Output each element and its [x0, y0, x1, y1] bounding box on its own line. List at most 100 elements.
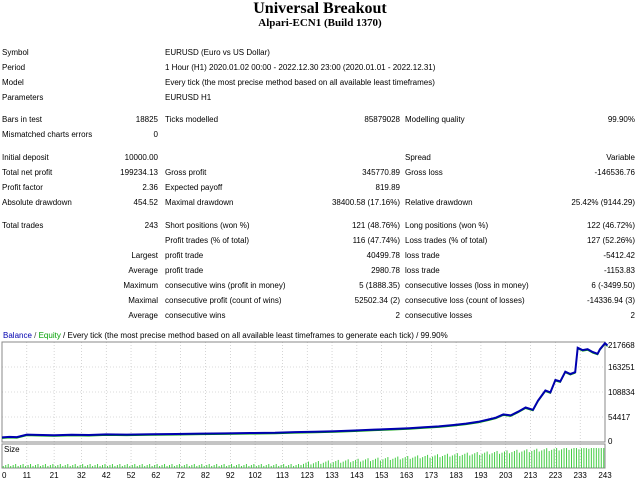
profit-trades-row: Profit trades (% of total) 116 (47.74%) … — [0, 235, 640, 247]
report-subtitle: Alpari-ECN1 (Build 1370) — [258, 17, 382, 29]
loss-trades-value: 127 (52.26%) — [586, 236, 635, 245]
average-loss-label: loss trade — [405, 266, 440, 275]
model-value: Every tick (the most precise method base… — [165, 78, 435, 87]
payoff-label: Expected payoff — [165, 183, 223, 192]
absdd-label: Absolute drawdown — [2, 198, 72, 207]
x-tick-label-18: 183 — [449, 471, 463, 480]
long-value: 122 (46.72%) — [586, 221, 635, 230]
profit-trades-label: Profit trades (% of total) — [165, 236, 250, 245]
chart-grid — [1, 341, 606, 468]
avg-consecutive-label: Average — [128, 311, 158, 320]
maximal-loss-label: consecutive loss (count of losses) — [405, 296, 525, 305]
ticks-value: 85879028 — [364, 115, 400, 124]
largest-profit-label: profit trade — [165, 251, 204, 260]
period-label: Period — [2, 63, 26, 72]
size-label: Size — [4, 445, 20, 454]
grossloss-value: -146536.76 — [594, 168, 635, 177]
average-label: Average — [128, 266, 158, 275]
loss-trades-label: Loss trades (% of total) — [405, 236, 488, 245]
drawdown-row: Absolute drawdown 454.52 Maximal drawdow… — [0, 197, 640, 209]
x-tick-label-22: 223 — [549, 471, 563, 480]
maximal-label: Maximal — [128, 296, 158, 305]
period-row: Period 1 Hour (H1) 2020.01.02 00:00 - 20… — [0, 62, 640, 74]
x-tick-label-23: 233 — [574, 471, 588, 480]
largest-profit-value: 40499.78 — [366, 251, 400, 260]
parameters-value: EURUSD H1 — [165, 93, 212, 102]
size-bars — [2, 448, 605, 468]
spread-label: Spread — [405, 153, 431, 162]
symbol-row: Symbol EURUSD (Euro vs US Dollar) — [0, 47, 640, 59]
quality-value: 99.90% — [607, 115, 635, 124]
x-tick-label-3: 32 — [77, 471, 86, 480]
symbol-value: EURUSD (Euro vs US Dollar) — [165, 48, 270, 57]
bars-value: 18825 — [135, 115, 158, 124]
x-tick-label-1: 11 — [23, 471, 32, 480]
avg-consecutive-row: Average consecutive wins 2 consecutive l… — [0, 310, 640, 322]
y-tick-label-0: 217668 — [608, 341, 635, 350]
max-wins-label: consecutive wins (profit in money) — [165, 281, 286, 290]
legend-sep2: / — [61, 331, 68, 340]
maximum-label: Maximum — [123, 281, 158, 290]
bars-row: Bars in test 18825 Ticks modelled 858790… — [0, 114, 640, 126]
deposit-label: Initial deposit — [2, 153, 49, 162]
max-losses-label: consecutive losses (loss in money) — [405, 281, 529, 290]
short-value: 121 (48.76%) — [351, 221, 400, 230]
y-tick-label-2: 108834 — [608, 388, 635, 397]
balance-line — [1, 341, 609, 439]
bars-label: Bars in test — [2, 115, 43, 124]
x-tick-label-15: 153 — [375, 471, 389, 480]
x-tick-label-16: 163 — [400, 471, 414, 480]
short-label: Short positions (won %) — [165, 221, 250, 230]
x-tick-label-8: 82 — [201, 471, 210, 480]
total-trades-label: Total trades — [2, 221, 44, 230]
maxdd-value: 38400.58 (17.16%) — [331, 198, 400, 207]
grossprofit-value: 345770.89 — [362, 168, 400, 177]
x-tick-label-17: 173 — [425, 471, 439, 480]
parameters-row: Parameters EURUSD H1 — [0, 92, 640, 104]
netprofit-label: Total net profit — [2, 168, 53, 177]
x-tick-label-5: 52 — [127, 471, 136, 480]
x-tick-label-13: 133 — [325, 471, 339, 480]
period-value: 1 Hour (H1) 2020.01.02 00:00 - 2022.12.3… — [165, 63, 436, 72]
reldd-value: 25.42% (9144.29) — [571, 198, 635, 207]
maximal-row: Maximal consecutive profit (count of win… — [0, 295, 640, 307]
symbol-label: Symbol — [2, 48, 29, 57]
total-trades-row: Total trades 243 Short positions (won %)… — [0, 220, 640, 232]
profit-trades-value: 116 (47.74%) — [352, 236, 400, 245]
mismatch-row: Mismatched charts errors 0 — [0, 129, 640, 141]
x-tick-label-0: 0 — [2, 471, 7, 480]
avg-losses-value: 2 — [630, 311, 635, 320]
legend-equity: Equity — [39, 331, 61, 340]
netprofit-value: 199234.13 — [120, 168, 158, 177]
netprofit-row: Total net profit 199234.13 Gross profit … — [0, 167, 640, 179]
x-tick-label-12: 123 — [301, 471, 315, 480]
x-tick-label-2: 21 — [50, 471, 59, 480]
x-tick-label-14: 143 — [350, 471, 364, 480]
avg-wins-value: 2 — [395, 311, 400, 320]
mismatch-label: Mismatched charts errors — [2, 130, 93, 139]
x-tick-label-11: 113 — [276, 471, 289, 480]
average-loss-value: -1153.83 — [604, 266, 635, 275]
balance-equity-chart: Balance / Equity / Every tick (the most … — [0, 328, 640, 480]
largest-row: Largest profit trade 40499.78 loss trade… — [0, 250, 640, 262]
x-tick-label-4: 42 — [102, 471, 111, 480]
parameters-label: Parameters — [2, 93, 44, 102]
x-tick-label-10: 102 — [248, 471, 262, 480]
y-tick-label-1: 163251 — [608, 363, 635, 372]
avg-losses-label: consecutive losses — [405, 311, 473, 320]
y-axis-ticks: 217668 163251 108834 54417 0 — [608, 341, 635, 446]
maximal-loss-value: -14336.94 (3) — [586, 296, 635, 305]
grossprofit-label: Gross profit — [165, 168, 207, 177]
largest-label: Largest — [131, 251, 158, 260]
x-tick-label-20: 203 — [499, 471, 513, 480]
x-tick-label-9: 92 — [226, 471, 235, 480]
long-label: Long positions (won %) — [405, 221, 489, 230]
chart-background — [0, 328, 640, 480]
grossloss-label: Gross loss — [405, 168, 443, 177]
deposit-row: Initial deposit 10000.00 Spread Variable — [0, 152, 640, 164]
legend-text: Balance / Equity / Every tick (the most … — [3, 331, 448, 340]
x-axis-ticks: 0 11 21 32 42 52 62 72 82 92 102 113 123 133 143 153 163… — [2, 471, 612, 480]
x-tick-label-21: 213 — [524, 471, 538, 480]
model-label: Model — [2, 78, 24, 87]
absdd-value: 454.52 — [133, 198, 158, 207]
